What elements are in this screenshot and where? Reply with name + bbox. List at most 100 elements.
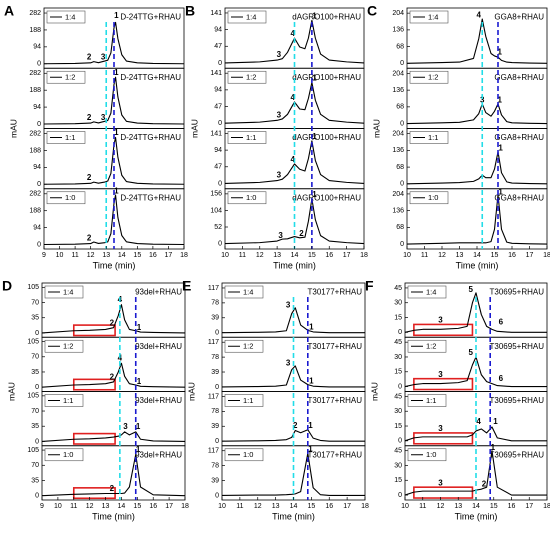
y-tick-label: 0 — [398, 438, 402, 445]
y-tick-label: 94 — [214, 26, 222, 33]
legend-label: 1:0 — [63, 450, 73, 459]
legend-label: 1:1 — [428, 133, 438, 142]
x-tick-label: 14 — [118, 503, 126, 510]
y-tick-label: 188 — [29, 208, 41, 215]
legend-label: 1:4 — [63, 287, 73, 296]
y-tick-label: 117 — [208, 339, 219, 346]
y-tick-label: 70 — [31, 408, 39, 415]
chromatogram-line — [221, 307, 365, 334]
x-tick-label: 18 — [361, 503, 369, 510]
y-tick-label: 282 — [29, 70, 41, 77]
y-tick-label: 0 — [35, 330, 39, 337]
x-tick-label: 10 — [401, 503, 409, 510]
peak-label: 1 — [309, 377, 314, 386]
y-tick-label: 68 — [396, 43, 404, 50]
y-tick-label: 204 — [392, 191, 404, 198]
y-tick-label: 94 — [33, 224, 41, 231]
x-tick-label: 13 — [272, 503, 280, 510]
y-tick-label: 141 — [210, 10, 222, 17]
y-tick-label: 94 — [33, 44, 41, 51]
y-tick-label: 0 — [215, 492, 219, 499]
chromatogram-line — [404, 292, 547, 333]
y-tick-label: 94 — [33, 164, 41, 171]
y-tick-label: 68 — [396, 164, 404, 171]
legend-box — [44, 394, 84, 407]
peak-label: 3 — [277, 171, 282, 180]
y-tick-label: 30 — [394, 300, 402, 307]
y-tick-label: 45 — [394, 285, 402, 292]
y-tick-label: 39 — [211, 315, 219, 322]
sample-name: T30177+RHAU — [308, 288, 363, 297]
peak-label: 5 — [468, 348, 473, 357]
peak-label: 3 — [438, 478, 443, 487]
y-tick-label: 15 — [394, 477, 402, 484]
legend-box — [409, 191, 449, 205]
y-axis-title: mAU — [189, 119, 199, 138]
legend-label: 1:4 — [65, 12, 75, 21]
peak-label: 5 — [468, 285, 473, 294]
legend-box — [227, 191, 267, 205]
chromatogram-line — [41, 304, 186, 334]
y-tick-label: 204 — [392, 70, 404, 77]
legend-box — [224, 448, 264, 462]
peak-label: 3 — [286, 358, 291, 367]
peak-label: 3 — [286, 300, 291, 309]
x-tick-label: 18 — [180, 252, 188, 259]
y-tick-label: 117 — [208, 393, 219, 400]
legend-box — [409, 70, 449, 84]
legend-box — [44, 448, 84, 462]
y-tick-label: 15 — [394, 314, 402, 321]
legend-label: 1:1 — [63, 396, 73, 405]
chromatogram-line — [404, 426, 547, 442]
x-tick-label: 10 — [56, 252, 64, 259]
legend-box — [224, 394, 264, 407]
sample-name: D-24TTG+RHAU — [120, 133, 181, 142]
chromatogram-line — [224, 198, 365, 245]
legend-label: 1:1 — [65, 133, 75, 142]
x-tick-label: 14 — [291, 252, 299, 259]
peak-label: 2 — [110, 373, 115, 382]
y-tick-label: 0 — [218, 60, 222, 67]
sample-name: GGA8+RHAU — [494, 13, 544, 22]
x-tick-label: 16 — [325, 252, 333, 259]
x-tick-label: 15 — [491, 252, 499, 259]
x-axis-title: Time (min) — [455, 511, 498, 521]
peak-label: 3 — [101, 53, 106, 62]
x-tick-label: 14 — [473, 252, 481, 259]
x-tick-label: 13 — [273, 252, 281, 259]
panel-letter: A — [4, 3, 14, 19]
peak-label: 1 — [308, 421, 313, 430]
chromatogram-line — [43, 21, 185, 65]
legend-label: 1:0 — [243, 450, 253, 459]
peak-label: 1 — [114, 128, 119, 137]
peak-label: 2 — [110, 318, 115, 327]
y-tick-label: 117 — [208, 285, 219, 292]
y-tick-label: 117 — [208, 448, 219, 455]
peak-label: 4 — [477, 10, 482, 19]
y-tick-label: 45 — [394, 339, 402, 346]
peak-label: 4 — [476, 417, 481, 426]
peak-label: 2 — [87, 113, 92, 122]
x-tick-label: 10 — [218, 503, 226, 510]
x-tick-label: 12 — [437, 503, 445, 510]
y-tick-label: 136 — [392, 147, 404, 154]
highlight-box — [413, 486, 474, 499]
peak-label: 3 — [438, 370, 443, 379]
x-tick-label: 17 — [165, 503, 173, 510]
x-tick-label: 16 — [508, 503, 516, 510]
y-tick-label: 70 — [31, 462, 39, 469]
peak-label: 1 — [309, 322, 314, 331]
x-tick-label: 13 — [102, 252, 110, 259]
peak-label: 1 — [136, 422, 141, 431]
x-tick-label: 14 — [290, 503, 298, 510]
y-tick-label: 282 — [29, 10, 41, 17]
sample-name: 93del+RHAU — [135, 396, 182, 405]
y-tick-label: 0 — [37, 241, 41, 248]
x-tick-label: 16 — [325, 503, 333, 510]
legend-box — [227, 10, 267, 24]
x-tick-label: 17 — [525, 503, 533, 510]
y-tick-label: 78 — [211, 300, 219, 307]
y-tick-label: 94 — [214, 147, 222, 154]
chromatogram-line — [41, 362, 186, 388]
panel-letter: F — [365, 278, 374, 294]
